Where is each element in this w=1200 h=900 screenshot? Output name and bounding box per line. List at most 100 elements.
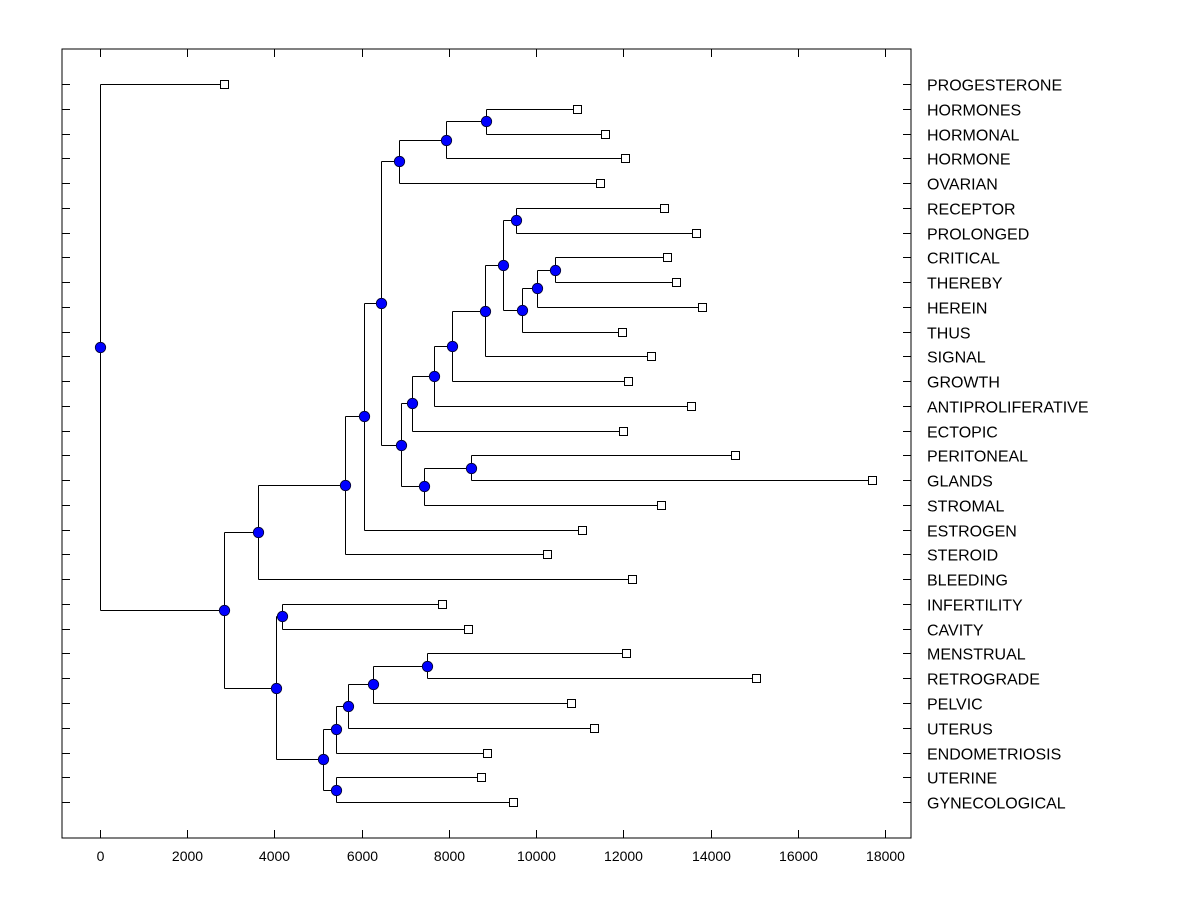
- tree-nodes: [94, 80, 877, 807]
- leaf-node-marker: [509, 798, 518, 807]
- leaf-node-marker: [438, 600, 447, 609]
- internal-node-marker: [516, 304, 529, 317]
- internal-node-marker: [395, 439, 408, 452]
- leaf-label: UTERINE: [927, 771, 997, 788]
- internal-node-marker: [531, 282, 544, 295]
- x-tick-label: 10000: [517, 848, 556, 864]
- leaf-label: ANTIPROLIFERATIVE: [927, 400, 1089, 417]
- internal-node-marker: [393, 155, 406, 168]
- leaf-label: THEREBY: [927, 276, 1003, 293]
- leaf-node-marker: [692, 229, 701, 238]
- leaf-node-marker: [601, 130, 610, 139]
- leaf-label: RECEPTOR: [927, 202, 1016, 219]
- leaf-label: PERITONEAL: [927, 449, 1028, 466]
- leaf-node-marker: [687, 402, 696, 411]
- internal-node-marker: [406, 397, 419, 410]
- leaf-label: HORMONES: [927, 103, 1021, 120]
- leaf-labels: PROGESTERONE HORMONES HORMONAL HORMONE OVARI…: [927, 78, 1089, 813]
- leaf-label: BLEEDING: [927, 573, 1008, 590]
- internal-node-marker: [317, 753, 330, 766]
- leaf-node-marker: [590, 724, 599, 733]
- x-tick-label: 18000: [866, 848, 905, 864]
- internal-node-marker: [276, 610, 289, 623]
- x-tick-label: 6000: [347, 848, 378, 864]
- internal-node-marker: [480, 115, 493, 128]
- leaf-node-marker: [220, 80, 229, 89]
- leaf-node-marker: [483, 749, 492, 758]
- internal-node-marker: [446, 340, 459, 353]
- leaf-node-marker: [578, 526, 587, 535]
- internal-node-marker: [94, 341, 107, 354]
- internal-node-marker: [510, 214, 523, 227]
- x-tick-label: 0: [97, 848, 105, 864]
- leaf-node-marker: [663, 253, 672, 262]
- leaf-node-marker: [731, 451, 740, 460]
- x-tick-label: 16000: [779, 848, 818, 864]
- internal-node-marker: [330, 723, 343, 736]
- internal-node-marker: [497, 259, 510, 272]
- leaf-node-marker: [752, 674, 761, 683]
- leaf-label: THUS: [927, 326, 971, 343]
- leaf-label: PROLONGED: [927, 227, 1029, 244]
- leaf-node-marker: [647, 352, 656, 361]
- internal-node-marker: [252, 526, 265, 539]
- leaf-node-marker: [868, 476, 877, 485]
- x-tick-label: 8000: [434, 848, 465, 864]
- internal-node-marker: [375, 297, 388, 310]
- leaf-label: HEREIN: [927, 301, 987, 318]
- leaf-node-marker: [573, 105, 582, 114]
- leaf-node-marker: [621, 154, 630, 163]
- internal-node-marker: [342, 700, 355, 713]
- leaf-label: UTERUS: [927, 722, 993, 739]
- leaf-node-marker: [477, 773, 486, 782]
- leaf-label: ENDOMETRIOSIS: [927, 747, 1061, 764]
- leaf-label: RETROGRADE: [927, 672, 1040, 689]
- leaf-label: HORMONAL: [927, 128, 1020, 145]
- internal-node-marker: [479, 305, 492, 318]
- internal-node-marker: [549, 264, 562, 277]
- leaf-node-marker: [660, 204, 669, 213]
- internal-node-marker: [358, 410, 371, 423]
- internal-node-marker: [428, 370, 441, 383]
- tree-branches: [100, 84, 873, 803]
- internal-node-marker: [330, 784, 343, 797]
- x-axis-tick-labels: 0 2000 4000 6000 8000 10000 12000 14000 16000 180…: [97, 848, 906, 864]
- leaf-label: INFERTILITY: [927, 598, 1023, 615]
- internal-node-marker: [270, 682, 283, 695]
- x-tick-label: 4000: [259, 848, 290, 864]
- leaf-label: SIGNAL: [927, 350, 986, 367]
- internal-node-marker: [339, 479, 352, 492]
- internal-node-marker: [218, 604, 231, 617]
- leaf-node-marker: [543, 550, 552, 559]
- internal-node-marker: [418, 480, 431, 493]
- leaf-node-marker: [596, 179, 605, 188]
- leaf-label: ESTROGEN: [927, 524, 1017, 541]
- x-tick-label: 14000: [692, 848, 731, 864]
- leaf-node-marker: [698, 303, 707, 312]
- leaf-label: CAVITY: [927, 623, 984, 640]
- internal-node-marker: [440, 134, 453, 147]
- internal-node-marker: [367, 678, 380, 691]
- leaf-node-marker: [657, 501, 666, 510]
- leaf-label: ECTOPIC: [927, 425, 998, 442]
- leaf-label: STEROID: [927, 548, 998, 565]
- leaf-label: HORMONE: [927, 152, 1011, 169]
- leaf-label: OVARIAN: [927, 177, 998, 194]
- leaf-node-marker: [624, 377, 633, 386]
- leaf-node-marker: [464, 625, 473, 634]
- leaf-label: GLANDS: [927, 474, 993, 491]
- leaf-node-marker: [567, 699, 576, 708]
- plot-frame: [61, 48, 912, 839]
- leaf-node-marker: [619, 427, 628, 436]
- internal-node-marker: [421, 660, 434, 673]
- leaf-label: MENSTRUAL: [927, 647, 1026, 664]
- x-tick-label: 12000: [604, 848, 643, 864]
- leaf-label: GROWTH: [927, 375, 1000, 392]
- leaf-label: PELVIC: [927, 697, 983, 714]
- leaf-label: STROMAL: [927, 499, 1004, 516]
- leaf-label: GYNECOLOGICAL: [927, 796, 1066, 813]
- leaf-label: PROGESTERONE: [927, 78, 1062, 95]
- axis-ticks: [62, 49, 911, 838]
- x-tick-label: 2000: [172, 848, 203, 864]
- leaf-node-marker: [622, 649, 631, 658]
